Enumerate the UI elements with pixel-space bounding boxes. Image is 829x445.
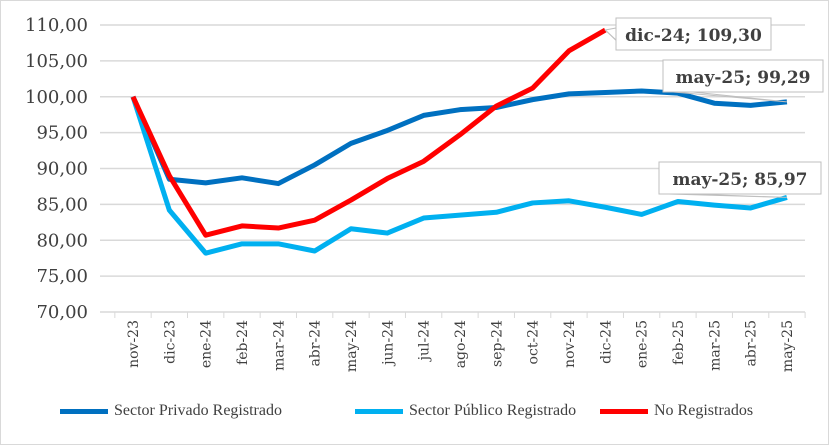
y-tick-label: 110,00 (25, 15, 88, 36)
data-label: dic-24; 109,30 (625, 26, 762, 46)
x-tick-label: ene-25 (635, 320, 651, 368)
y-tick-label: 70,00 (36, 302, 88, 323)
y-tick-label: 105,00 (25, 51, 88, 72)
x-tick-label: abr-24 (308, 320, 324, 367)
callout-pointer (604, 27, 617, 42)
x-tick-label: mar-24 (271, 320, 287, 371)
legend-label: Sector Privado Registrado (114, 402, 282, 419)
y-tick-label: 75,00 (36, 266, 88, 287)
legend-label: No Registrados (654, 402, 754, 419)
x-tick-label: ago-24 (453, 320, 469, 368)
x-tick-label: feb-25 (671, 320, 687, 365)
data-callout (658, 161, 822, 195)
legend-item: Sector Público Registrado (355, 402, 576, 420)
y-tick-label: 100,00 (25, 87, 88, 108)
callout-pointer (668, 193, 787, 198)
x-tick-label: abr-25 (744, 320, 760, 367)
x-tick-label: may-24 (344, 320, 360, 372)
x-tick-label: may-25 (780, 320, 796, 372)
x-tick-label: nov-23 (126, 320, 142, 368)
x-tick-label: oct-24 (526, 320, 542, 365)
legend-swatch (60, 408, 108, 414)
x-tick-label: sep-24 (489, 320, 505, 367)
data-label: may-25; 85,97 (672, 170, 807, 190)
data-label: may-25; 99,29 (675, 68, 810, 88)
x-tick-label: dic-23 (162, 320, 178, 364)
x-tick-label: feb-24 (235, 320, 251, 365)
x-tick-label: ene-24 (199, 320, 215, 368)
legend-label: Sector Público Registrado (409, 402, 577, 419)
x-tick-label: dic-24 (598, 320, 614, 364)
legend-swatch (600, 408, 648, 414)
y-tick-label: 95,00 (36, 123, 88, 144)
data-callout (615, 17, 772, 51)
y-tick-label: 90,00 (36, 159, 88, 180)
legend-swatch (355, 408, 403, 414)
x-tick-label: jul-24 (417, 320, 433, 362)
legend-item: Sector Privado Registrado (60, 402, 282, 420)
x-tick-label: mar-25 (707, 320, 723, 371)
data-callout (662, 59, 824, 93)
series-line-2 (130, 27, 607, 238)
x-tick-label: nov-24 (562, 320, 578, 368)
y-tick-label: 80,00 (36, 230, 88, 251)
y-tick-label: 85,00 (36, 194, 88, 215)
x-tick-label: jun-24 (380, 320, 396, 367)
legend-item: No Registrados (600, 402, 753, 420)
